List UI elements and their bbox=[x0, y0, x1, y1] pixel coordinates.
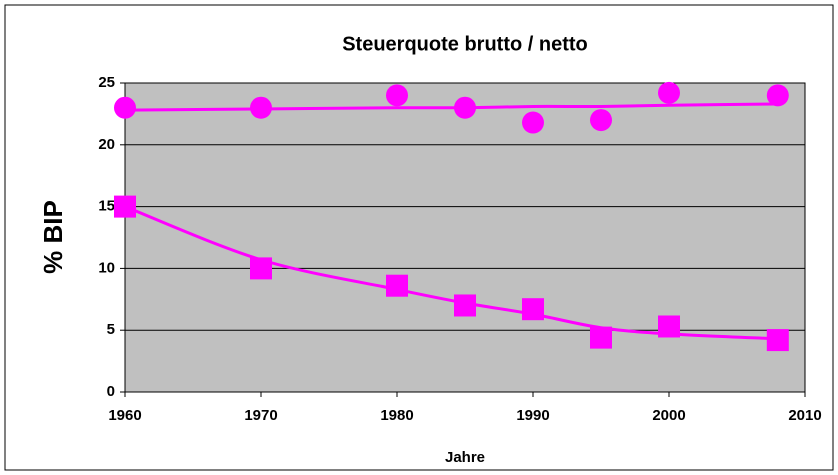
circle-marker bbox=[766, 84, 789, 107]
y-tick-label: 25 bbox=[98, 74, 115, 91]
circle-marker bbox=[590, 109, 612, 132]
square-marker bbox=[386, 274, 408, 297]
square-marker bbox=[114, 195, 136, 218]
y-tick-label: 15 bbox=[98, 198, 115, 215]
x-tick-label: 1990 bbox=[516, 407, 549, 424]
circle-marker bbox=[454, 96, 476, 119]
circle-marker bbox=[386, 84, 408, 107]
y-tick-label: 5 bbox=[107, 321, 115, 338]
chart-title: Steuerquote brutto / netto bbox=[342, 33, 588, 55]
x-tick-label: 2010 bbox=[788, 407, 821, 424]
y-axis-label: % BIP bbox=[38, 200, 68, 274]
square-marker bbox=[590, 326, 612, 349]
circle-marker bbox=[658, 81, 680, 104]
square-marker bbox=[522, 298, 544, 321]
square-marker bbox=[658, 315, 680, 338]
circle-marker bbox=[114, 96, 136, 119]
x-tick-label: 2000 bbox=[652, 407, 685, 424]
x-tick-label: 1970 bbox=[244, 407, 277, 424]
y-tick-label: 10 bbox=[98, 259, 115, 276]
circle-marker bbox=[250, 96, 272, 119]
square-marker bbox=[766, 329, 789, 352]
x-axis-label: Jahre bbox=[445, 449, 485, 466]
x-tick-label: 1980 bbox=[380, 407, 413, 424]
circle-marker bbox=[522, 111, 544, 134]
square-marker bbox=[250, 257, 272, 280]
plot-area bbox=[124, 82, 806, 393]
x-tick-label: 1960 bbox=[108, 407, 141, 424]
y-tick-label: 0 bbox=[107, 383, 115, 400]
y-tick-label: 20 bbox=[98, 136, 115, 153]
square-marker bbox=[454, 294, 476, 317]
